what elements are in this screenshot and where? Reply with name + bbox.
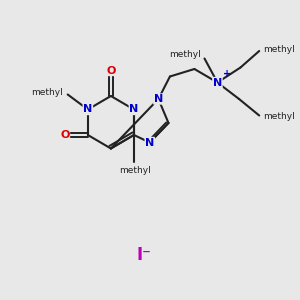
Text: methyl: methyl: [263, 45, 295, 54]
Text: methyl: methyl: [119, 166, 151, 175]
Text: N: N: [145, 137, 154, 148]
Text: O: O: [106, 65, 116, 76]
Text: N: N: [83, 104, 92, 115]
Text: N: N: [154, 94, 163, 104]
Text: methyl: methyl: [32, 88, 63, 97]
Text: methyl: methyl: [263, 112, 295, 122]
Text: O: O: [60, 130, 70, 140]
Text: N: N: [213, 77, 222, 88]
Text: I⁻: I⁻: [136, 246, 152, 264]
Text: methyl: methyl: [169, 50, 201, 59]
Text: N: N: [129, 104, 139, 115]
Text: +: +: [223, 69, 231, 79]
